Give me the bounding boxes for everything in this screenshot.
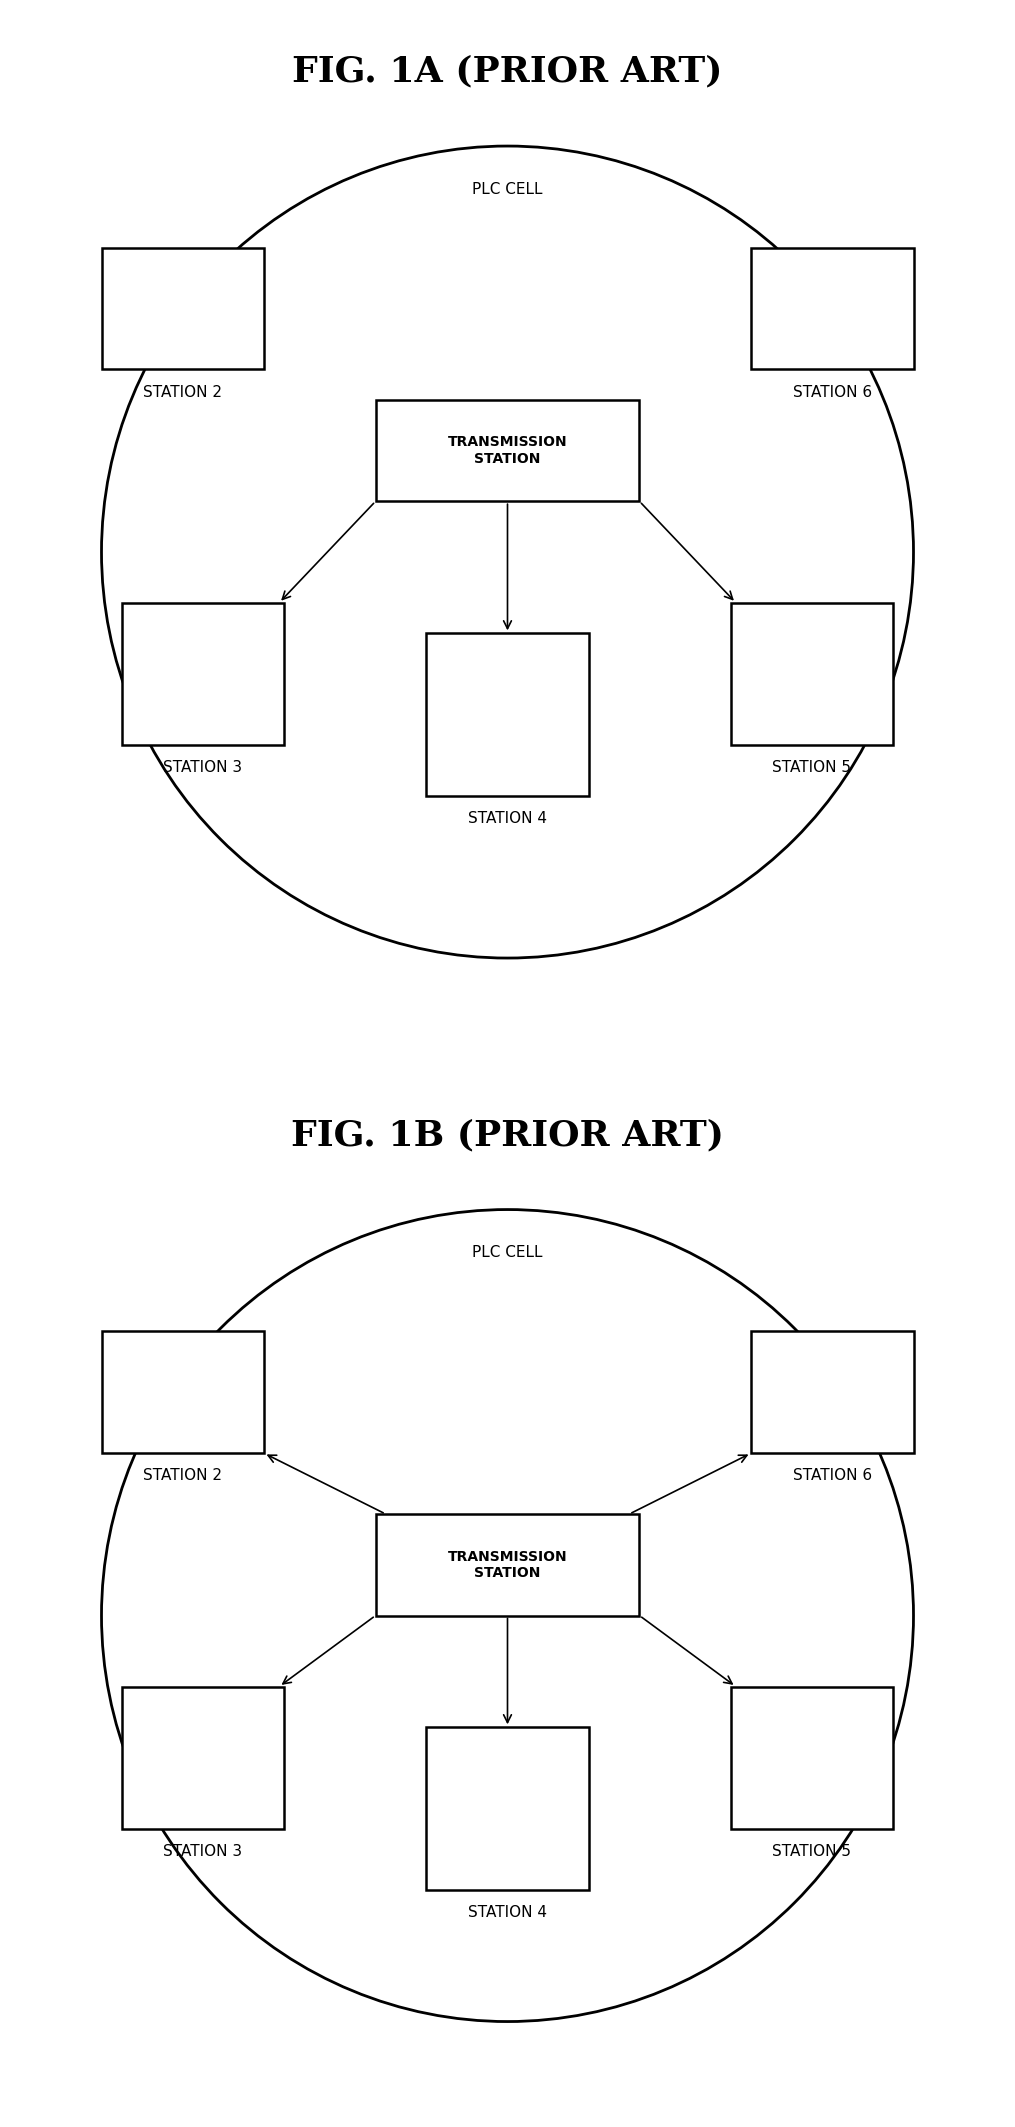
Bar [426, 634, 589, 795]
Text: TRANSMISSION
STATION: TRANSMISSION STATION [448, 436, 567, 466]
Bar [376, 400, 639, 502]
Text: FIG. 1B (PRIOR ART): FIG. 1B (PRIOR ART) [291, 1119, 724, 1153]
Text: STATION 4: STATION 4 [468, 810, 547, 825]
Text: PLC CELL: PLC CELL [472, 1244, 543, 1259]
Text: PLC CELL: PLC CELL [472, 181, 543, 196]
Text: STATION 5: STATION 5 [772, 1844, 852, 1859]
Text: TRANSMISSION
STATION: TRANSMISSION STATION [448, 1551, 567, 1580]
Bar [751, 1332, 914, 1453]
Text: STATION 5: STATION 5 [772, 759, 852, 774]
Bar [102, 1332, 264, 1453]
Bar [376, 1514, 639, 1617]
Text: STATION 2: STATION 2 [143, 385, 222, 400]
Bar [102, 247, 264, 370]
Text: FIG. 1A (PRIOR ART): FIG. 1A (PRIOR ART) [292, 55, 723, 89]
Text: STATION 3: STATION 3 [163, 759, 243, 774]
Bar [731, 602, 893, 744]
Bar [426, 1727, 589, 1889]
Bar [122, 1687, 284, 1829]
Text: STATION 2: STATION 2 [143, 1468, 222, 1483]
Bar [122, 602, 284, 744]
Bar [751, 247, 914, 370]
Text: STATION 6: STATION 6 [793, 1468, 872, 1483]
Text: STATION 6: STATION 6 [793, 385, 872, 400]
Text: STATION 3: STATION 3 [163, 1844, 243, 1859]
Text: STATION 4: STATION 4 [468, 1906, 547, 1921]
Bar [731, 1687, 893, 1829]
